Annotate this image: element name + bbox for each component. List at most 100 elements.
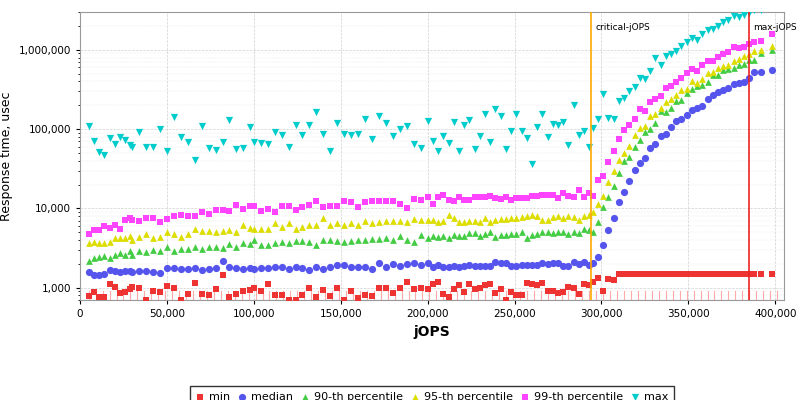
median [366, 266, 378, 272]
max [317, 131, 330, 138]
median [209, 265, 222, 272]
max [722, 17, 734, 23]
99-th percentile [536, 192, 549, 198]
95-th percentile [453, 218, 466, 225]
90-th percentile [366, 236, 378, 242]
95-th percentile [494, 216, 507, 223]
min [275, 292, 288, 298]
99-th percentile [400, 205, 413, 211]
99-th percentile [613, 136, 626, 142]
95-th percentile [680, 86, 693, 92]
min [733, 270, 746, 277]
95-th percentile [289, 226, 302, 232]
90-th percentile [706, 72, 719, 78]
max [711, 23, 724, 29]
90-th percentile [468, 230, 481, 236]
99-th percentile [247, 203, 260, 210]
median [108, 267, 121, 274]
99-th percentile [324, 203, 337, 209]
95-th percentile [659, 99, 672, 105]
max [494, 112, 507, 119]
99-th percentile [188, 212, 201, 219]
99-th percentile [722, 48, 734, 55]
95-th percentile [202, 228, 215, 234]
90-th percentile [670, 98, 682, 104]
min [597, 288, 610, 294]
95-th percentile [670, 92, 682, 98]
99-th percentile [478, 194, 491, 201]
95-th percentile [432, 218, 445, 225]
90-th percentile [520, 235, 533, 241]
min [317, 286, 330, 293]
90-th percentile [331, 237, 344, 244]
min [670, 270, 682, 277]
95-th percentile [268, 220, 281, 226]
99-th percentile [515, 194, 528, 201]
99-th percentile [282, 203, 295, 210]
90-th percentile [474, 233, 486, 239]
median [414, 262, 427, 268]
99-th percentile [386, 198, 399, 204]
95-th percentile [743, 50, 756, 57]
min [638, 270, 651, 277]
median [541, 261, 554, 267]
median [174, 266, 187, 272]
median [613, 199, 626, 206]
95-th percentile [394, 218, 406, 224]
95-th percentile [468, 218, 481, 224]
median [345, 264, 358, 270]
90-th percentile [358, 237, 371, 243]
99-th percentile [458, 197, 470, 204]
median [696, 102, 709, 109]
min [124, 286, 137, 292]
99-th percentile [154, 219, 166, 226]
min [727, 270, 740, 277]
95-th percentile [103, 239, 116, 245]
99-th percentile [690, 68, 703, 74]
95-th percentile [223, 226, 236, 233]
median [195, 267, 208, 273]
min [247, 285, 260, 292]
95-th percentile [478, 215, 491, 222]
95-th percentile [644, 113, 657, 120]
90-th percentile [562, 230, 575, 237]
median [103, 266, 116, 273]
99-th percentile [701, 58, 714, 65]
min [338, 297, 350, 303]
max [230, 146, 243, 152]
99-th percentile [510, 195, 522, 201]
min [174, 297, 187, 303]
median [607, 215, 620, 222]
median [437, 264, 450, 270]
99-th percentile [432, 194, 445, 200]
max [338, 130, 350, 137]
90-th percentile [458, 233, 470, 239]
max [755, 7, 768, 13]
95-th percentile [526, 212, 538, 219]
99-th percentile [394, 201, 406, 208]
90-th percentile [489, 234, 502, 240]
min [562, 284, 575, 290]
median [670, 118, 682, 125]
95-th percentile [414, 217, 427, 223]
min [536, 280, 549, 286]
99-th percentile [126, 217, 138, 224]
99-th percentile [468, 194, 481, 200]
95-th percentile [706, 69, 719, 75]
90-th percentile [230, 244, 243, 250]
95-th percentile [237, 222, 250, 228]
max [202, 145, 215, 152]
99-th percentile [426, 201, 439, 207]
max [634, 75, 646, 81]
median [262, 265, 274, 271]
X-axis label: jOPS: jOPS [414, 324, 450, 338]
90-th percentile [407, 238, 420, 245]
95-th percentile [499, 216, 512, 223]
median [706, 92, 719, 98]
95-th percentile [484, 218, 497, 225]
min [188, 280, 201, 287]
max [195, 123, 208, 130]
95-th percentile [489, 217, 502, 223]
90-th percentile [268, 240, 281, 246]
95-th percentile [618, 150, 630, 157]
